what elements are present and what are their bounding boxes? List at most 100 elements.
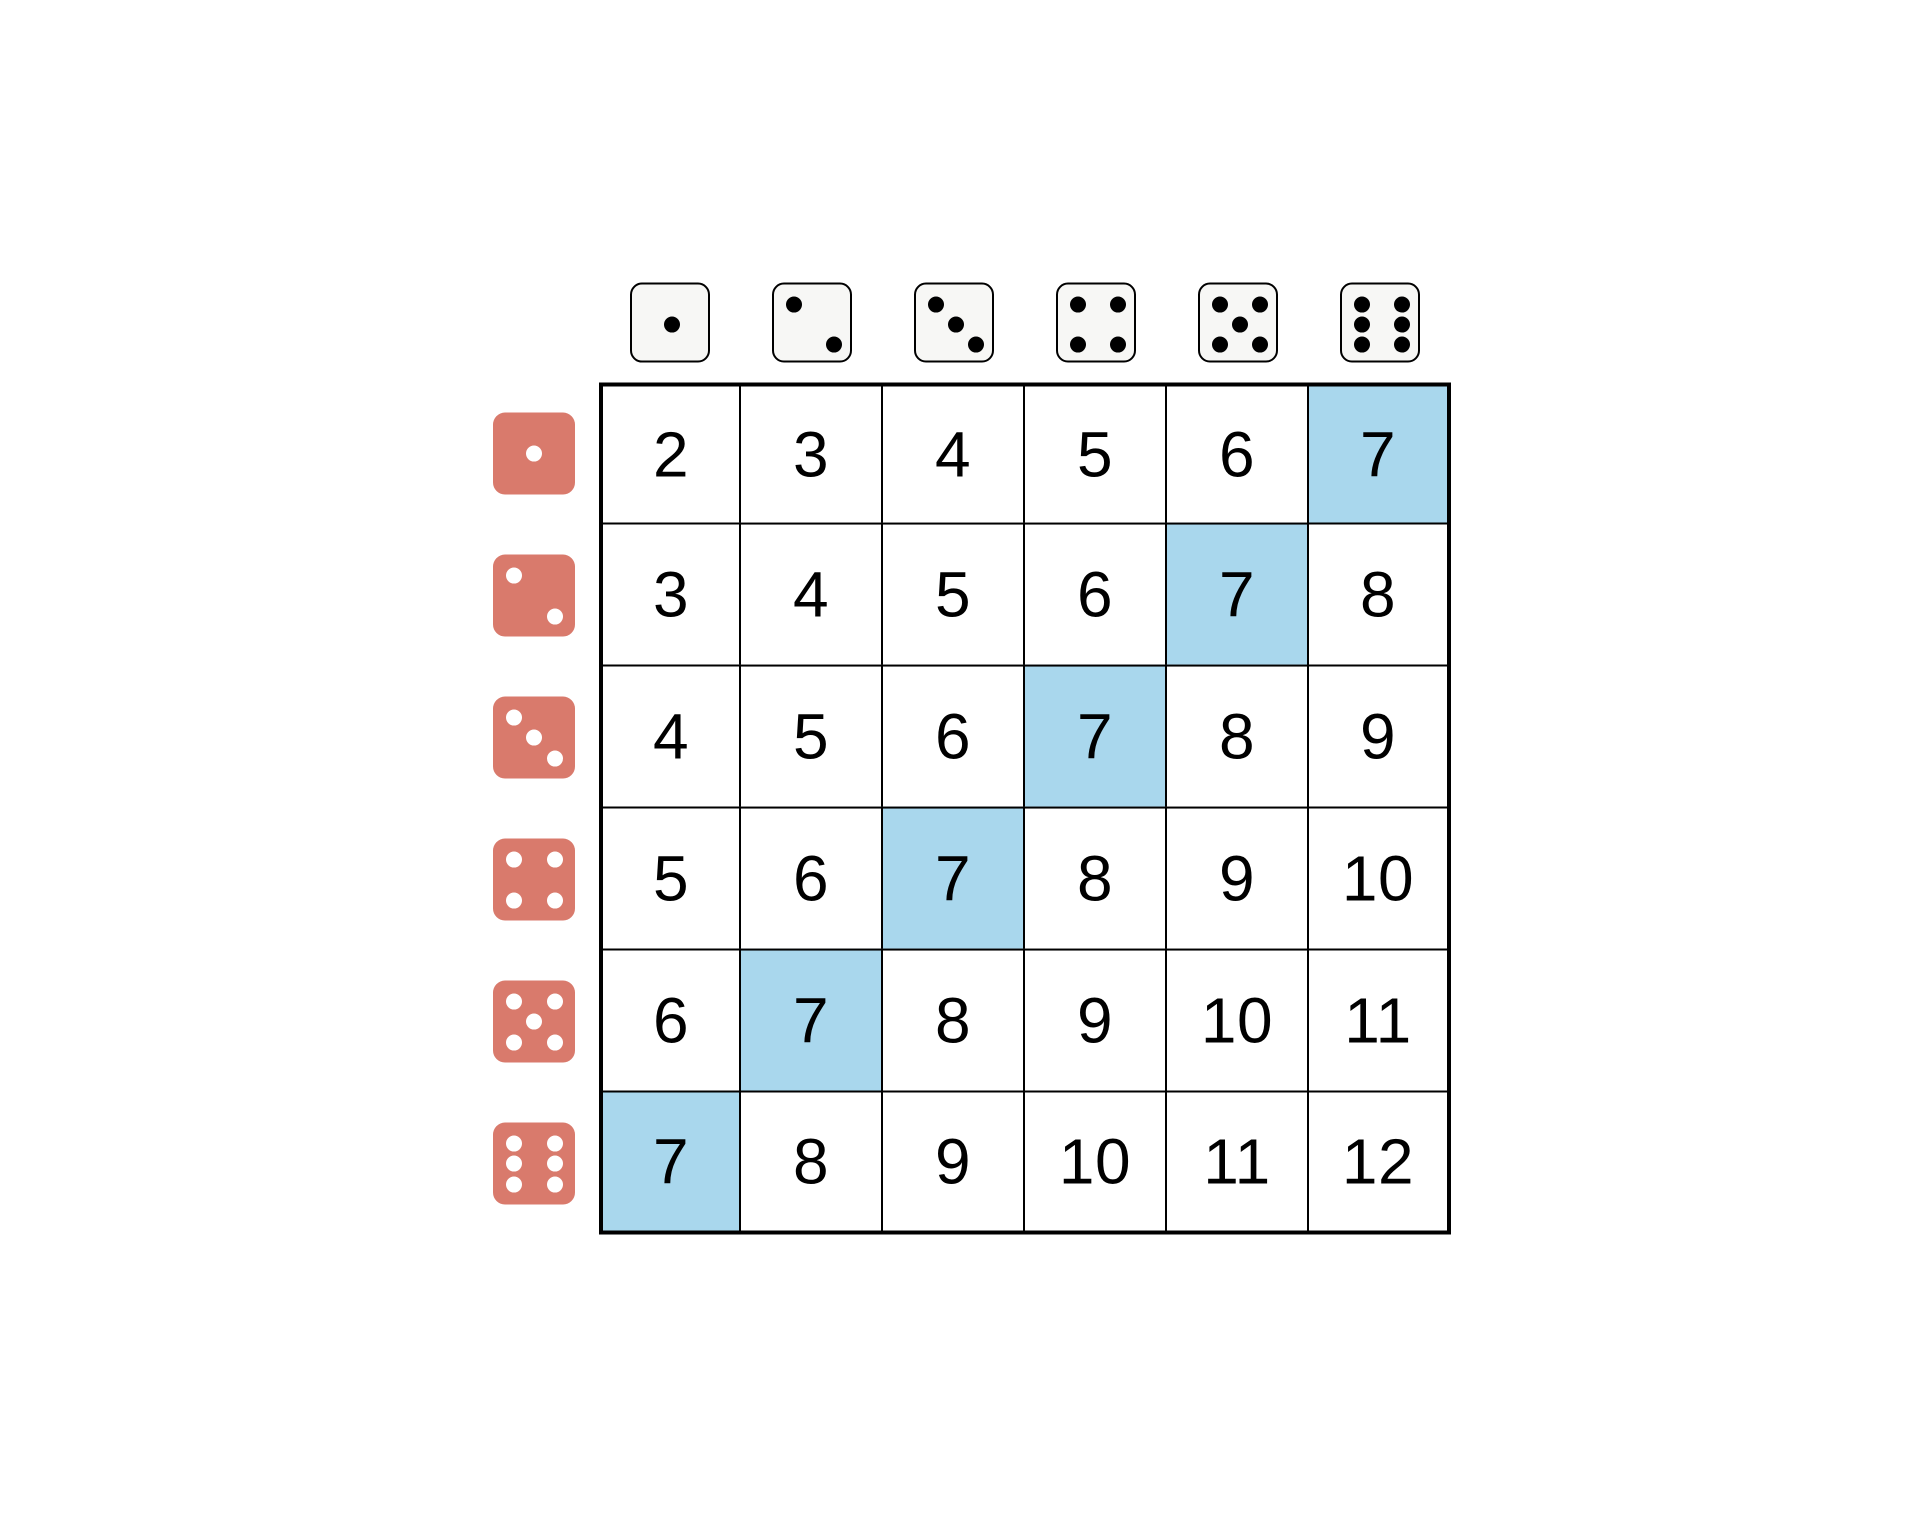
die-pip [547,750,563,766]
col-header-3 [883,263,1025,383]
sum-cell: 11 [1165,1091,1309,1235]
col-header-2 [741,263,883,383]
die-pip [506,851,522,867]
die-pip [1212,337,1228,353]
die-pip [547,1176,563,1192]
die-pip [1252,297,1268,313]
corner-spacer [469,263,599,383]
die-pip [526,730,542,746]
die-pip [547,892,563,908]
sum-cell: 8 [739,1091,883,1235]
die-pip [1252,337,1268,353]
sum-cell: 7 [1023,665,1167,809]
die-pip [526,1014,542,1030]
sum-cell: 9 [1307,665,1451,809]
die-pip [1394,297,1410,313]
sum-cell: 6 [599,949,741,1093]
row-header-4 [469,809,599,951]
sum-cell: 10 [1165,949,1309,1093]
die-pip [1354,297,1370,313]
die-pip [1354,337,1370,353]
die-pip [506,892,522,908]
die-pip [928,297,944,313]
sum-cell: 9 [1023,949,1167,1093]
sum-cell: 4 [739,523,883,667]
row-header-2 [469,525,599,667]
die-pip [547,851,563,867]
sum-cell: 8 [1165,665,1309,809]
col-header-1 [599,263,741,383]
row-header-5 [469,951,599,1093]
sum-cell: 7 [1307,383,1451,525]
sum-cell: 5 [1023,383,1167,525]
die-top-5 [1198,283,1278,363]
die-pip [506,993,522,1009]
col-header-6 [1309,263,1451,383]
die-left-2 [493,555,575,637]
die-left-4 [493,839,575,921]
die-left-5 [493,981,575,1063]
sum-cell: 8 [1307,523,1451,667]
die-pip [547,1135,563,1151]
die-pip [547,608,563,624]
die-pip [664,317,680,333]
col-header-5 [1167,263,1309,383]
die-pip [506,1135,522,1151]
die-pip [948,317,964,333]
sum-cell: 10 [1307,807,1451,951]
sum-cell: 5 [599,807,741,951]
sum-cell: 4 [881,383,1025,525]
die-top-1 [630,283,710,363]
sum-cell: 8 [1023,807,1167,951]
sum-cell: 11 [1307,949,1451,1093]
sum-cell: 2 [599,383,741,525]
die-pip [968,337,984,353]
die-pip [1394,317,1410,333]
sum-cell: 6 [739,807,883,951]
die-pip [506,567,522,583]
sum-cell: 6 [1165,383,1309,525]
die-pip [547,993,563,1009]
die-pip [1212,297,1228,313]
die-pip [1110,337,1126,353]
sum-cell: 12 [1307,1091,1451,1235]
dice-sum-table: 2345673456784567895678910678910117891011… [469,263,1451,1235]
sum-cell: 6 [881,665,1025,809]
sum-cell: 5 [881,523,1025,667]
die-pip [786,297,802,313]
die-pip [1354,317,1370,333]
sum-cell: 7 [1165,523,1309,667]
die-pip [1070,337,1086,353]
die-pip [526,446,542,462]
die-left-3 [493,697,575,779]
sum-cell: 3 [599,523,741,667]
die-pip [506,1034,522,1050]
sum-cell: 5 [739,665,883,809]
sum-cell: 9 [1165,807,1309,951]
die-top-6 [1340,283,1420,363]
col-header-4 [1025,263,1167,383]
die-pip [1394,337,1410,353]
die-pip [506,1156,522,1172]
die-pip [547,1034,563,1050]
row-header-6 [469,1093,599,1235]
sum-cell: 8 [881,949,1025,1093]
sum-cell: 9 [881,1091,1025,1235]
die-top-3 [914,283,994,363]
sum-cell: 3 [739,383,883,525]
die-pip [547,1156,563,1172]
sum-cell: 7 [739,949,883,1093]
row-header-3 [469,667,599,809]
sum-cell: 7 [599,1091,741,1235]
die-top-4 [1056,283,1136,363]
sum-cell: 10 [1023,1091,1167,1235]
die-pip [1110,297,1126,313]
sum-cell: 6 [1023,523,1167,667]
die-left-6 [493,1123,575,1205]
die-pip [506,1176,522,1192]
die-top-2 [772,283,852,363]
sum-cell: 7 [881,807,1025,951]
sum-cell: 4 [599,665,741,809]
die-pip [506,709,522,725]
die-pip [1070,297,1086,313]
